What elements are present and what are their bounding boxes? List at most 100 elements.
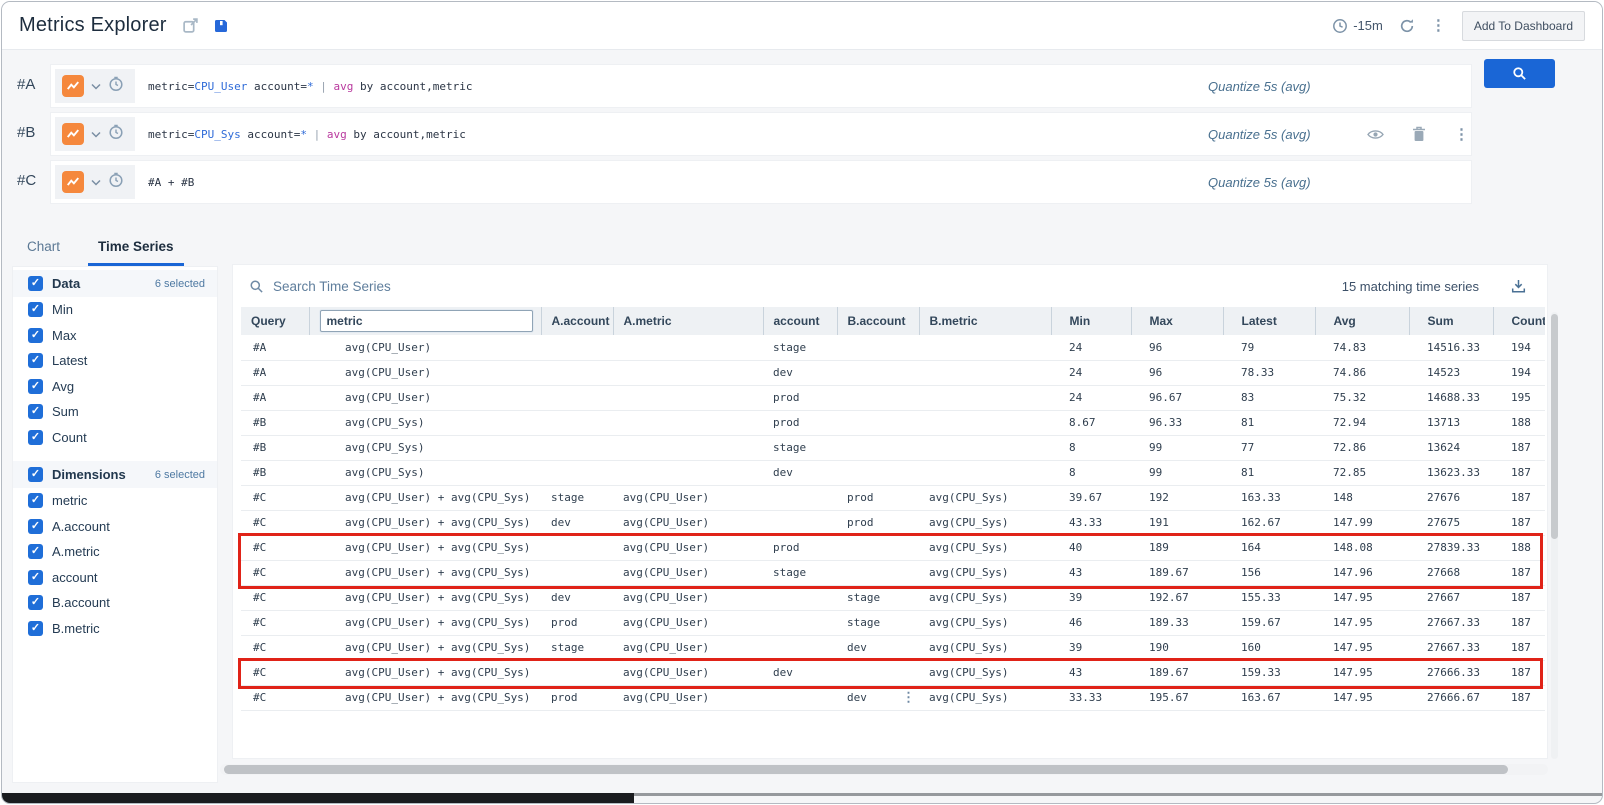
filter-item-a-account[interactable]: ✓ A.account	[13, 514, 217, 540]
quantize-label[interactable]: Quantize 5s (avg)	[1208, 126, 1311, 142]
checkbox-checked[interactable]: ✓	[28, 620, 43, 636]
column-header-account[interactable]: account	[762, 307, 837, 335]
quantize-label[interactable]: Quantize 5s (avg)	[1208, 174, 1311, 190]
filter-item-account[interactable]: ✓ account	[13, 565, 217, 591]
quantize-clock-icon[interactable]	[108, 124, 124, 145]
query-segment: avg	[326, 127, 347, 141]
column-header-b-account[interactable]: B.account	[836, 307, 919, 335]
save-icon[interactable]	[213, 18, 229, 34]
table-cell: 194	[1493, 335, 1545, 361]
chart-type-icon[interactable]	[62, 123, 84, 145]
filter-item-b-account[interactable]: ✓ B.account	[13, 590, 217, 616]
share-icon[interactable]	[182, 17, 199, 34]
table-row[interactable]: #C avg(CPU_User) + avg(CPU_Sys) stage avg(C…	[241, 635, 1545, 661]
table-row[interactable]: #C avg(CPU_User) + avg(CPU_Sys) avg(CPU_Us…	[241, 560, 1545, 586]
filter-item-latest[interactable]: ✓ Latest	[13, 348, 217, 374]
filter-item-b-metric[interactable]: ✓ B.metric	[13, 616, 217, 642]
checkbox-checked[interactable]: ✓	[28, 378, 43, 394]
quantize-clock-icon[interactable]	[108, 172, 124, 193]
checkbox-checked[interactable]: ✓	[28, 302, 43, 318]
filter-item-count[interactable]: ✓ Count	[13, 425, 217, 451]
filter-item-avg[interactable]: ✓ Avg	[13, 374, 217, 400]
table-row[interactable]: #C avg(CPU_User) + avg(CPU_Sys) avg(CPU_Us…	[241, 660, 1545, 686]
table-cell: 81	[1223, 410, 1315, 436]
table-row[interactable]: #C avg(CPU_User) + avg(CPU_Sys) prod avg(CP…	[241, 685, 1545, 711]
filter-section-header[interactable]: ✓ Dimensions 6 selected	[13, 461, 217, 488]
checkbox-checked[interactable]: ✓	[28, 429, 43, 445]
filter-section-header[interactable]: ✓ Data 6 selected	[13, 270, 217, 297]
trash-icon[interactable]	[1412, 126, 1426, 142]
column-header-sum[interactable]: Sum	[1408, 307, 1493, 335]
chevron-down-icon[interactable]	[91, 125, 101, 143]
table-cell: 40	[1051, 535, 1131, 561]
chevron-down-icon[interactable]	[91, 77, 101, 95]
filter-item-min[interactable]: ✓ Min	[13, 297, 217, 323]
chart-type-icon[interactable]	[62, 75, 84, 97]
table-row[interactable]: #B avg(CPU_Sys) prod 8.67 96.33 81 72.94 13713 1…	[241, 410, 1545, 436]
eye-icon[interactable]	[1367, 129, 1384, 140]
checkbox-checked[interactable]: ✓	[28, 467, 43, 482]
column-header-count[interactable]: Count	[1492, 307, 1545, 335]
column-header-max[interactable]: Max	[1130, 307, 1223, 335]
table-row[interactable]: #B avg(CPU_Sys) dev 8 99 81 72.85 13623.33 187	[241, 460, 1545, 486]
header-kebab-icon[interactable]: ⋮	[1430, 17, 1446, 34]
column-header-a-metric[interactable]: A.metric	[612, 307, 763, 335]
column-header-input[interactable]: metric	[319, 310, 533, 332]
download-icon[interactable]	[1510, 278, 1527, 294]
table-cell	[613, 460, 763, 486]
column-header-metric[interactable]: metric	[308, 307, 541, 335]
query-input-b[interactable]: metric= CPU_Sys account= * | avg by accoun…	[148, 113, 466, 155]
horizontal-scrollbar[interactable]	[220, 764, 1548, 775]
table-row[interactable]: #C avg(CPU_User) + avg(CPU_Sys) dev avg(CPU…	[241, 510, 1545, 536]
chevron-down-icon[interactable]	[91, 173, 101, 191]
run-search-button[interactable]	[1484, 59, 1555, 88]
quantize-clock-icon[interactable]	[108, 76, 124, 97]
column-header-a-account[interactable]: A.account	[540, 307, 613, 335]
column-header-b-metric[interactable]: B.metric	[918, 307, 1051, 335]
time-range-button[interactable]: -15m	[1332, 18, 1383, 34]
filter-item-metric[interactable]: ✓ metric	[13, 488, 217, 514]
checkbox-checked[interactable]: ✓	[28, 518, 43, 534]
vertical-scrollbar[interactable]	[1551, 312, 1558, 759]
table-row[interactable]: #C avg(CPU_User) + avg(CPU_Sys) stage avg(C…	[241, 485, 1545, 511]
table-row[interactable]: #A avg(CPU_User) stage 24 96 79 74.83 14516.33 1…	[241, 335, 1545, 361]
add-to-dashboard-button[interactable]: Add To Dashboard	[1461, 10, 1585, 41]
column-header-min[interactable]: Min	[1050, 307, 1131, 335]
table-cell: 27667.33	[1409, 610, 1493, 636]
row-menu-icon[interactable]: ⋮	[902, 690, 915, 705]
column-header-query[interactable]: Query	[241, 307, 309, 335]
checkbox-checked[interactable]: ✓	[28, 404, 43, 420]
checkbox-checked[interactable]: ✓	[28, 276, 43, 291]
table-row[interactable]: #C avg(CPU_User) + avg(CPU_Sys) prod avg(CP…	[241, 610, 1545, 636]
checkbox-checked[interactable]: ✓	[28, 493, 43, 509]
table-row[interactable]: #C avg(CPU_User) + avg(CPU_Sys) avg(CPU_Us…	[241, 535, 1545, 561]
tab-time-series[interactable]: Time Series	[88, 231, 184, 266]
filter-item-a-metric[interactable]: ✓ A.metric	[13, 539, 217, 565]
checkbox-checked[interactable]: ✓	[28, 595, 43, 611]
table-row[interactable]: #B avg(CPU_Sys) stage 8 99 77 72.86 13624 187	[241, 435, 1545, 461]
query-kebab-icon[interactable]: ⋮	[1454, 125, 1469, 143]
filter-item-label: Max	[52, 327, 77, 343]
checkbox-checked[interactable]: ✓	[28, 327, 43, 343]
query-input-c[interactable]: #A + #B	[148, 161, 194, 203]
table-cell: 188	[1493, 535, 1545, 561]
filter-item-sum[interactable]: ✓ Sum	[13, 399, 217, 425]
table-row[interactable]: #A avg(CPU_User) prod 24 96.67 83 75.32 14688.3…	[241, 385, 1545, 411]
query-input-a[interactable]: metric= CPU_User account= * | avg by accou…	[148, 65, 473, 107]
column-header-avg[interactable]: Avg	[1314, 307, 1409, 335]
vertical-scrollbar-thumb[interactable]	[1551, 314, 1558, 539]
refresh-icon[interactable]	[1399, 18, 1415, 34]
table-row[interactable]: #A avg(CPU_User) dev 24 96 78.33 74.86 14523 194	[241, 360, 1545, 386]
table-cell: 43	[1051, 560, 1131, 586]
horizontal-scrollbar-thumb[interactable]	[224, 765, 1508, 774]
checkbox-checked[interactable]: ✓	[28, 353, 43, 369]
column-header-latest[interactable]: Latest	[1222, 307, 1315, 335]
chart-type-icon[interactable]	[62, 171, 84, 193]
quantize-label[interactable]: Quantize 5s (avg)	[1208, 78, 1311, 94]
checkbox-checked[interactable]: ✓	[28, 569, 43, 585]
filter-item-max[interactable]: ✓ Max	[13, 323, 217, 349]
checkbox-checked[interactable]: ✓	[28, 544, 43, 560]
table-row[interactable]: #C avg(CPU_User) + avg(CPU_Sys) dev avg(CPU…	[241, 585, 1545, 611]
tab-chart[interactable]: Chart	[27, 239, 61, 254]
search-time-series-input[interactable]	[273, 278, 593, 294]
